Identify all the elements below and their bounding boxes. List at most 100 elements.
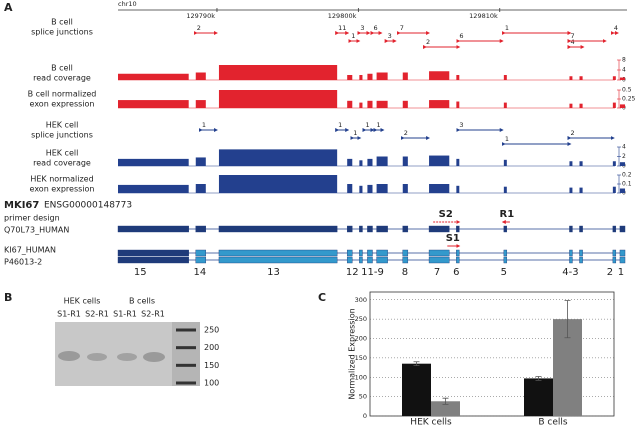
- exon-expression-bar: [503, 102, 507, 108]
- exon: [117, 249, 189, 257]
- track-label: read coverage: [33, 159, 91, 168]
- panel-label: B: [4, 291, 12, 304]
- coverage-bar: [347, 75, 353, 80]
- coverage-bar: [503, 75, 507, 80]
- exon: [619, 225, 626, 233]
- exon-expression-bar: [402, 100, 408, 108]
- exon: [428, 256, 450, 264]
- error-bar: [564, 300, 571, 339]
- plot-frame: [369, 291, 615, 417]
- coverage-bar: [359, 160, 363, 166]
- exon: [456, 249, 460, 257]
- genome-tick-label: 129810k: [469, 12, 498, 20]
- exon: [218, 249, 338, 257]
- coverage-bar: [195, 157, 206, 166]
- chromosome: chr10: [118, 0, 137, 8]
- coverage-bar: [612, 76, 616, 80]
- exon-expression-bar: [579, 187, 583, 193]
- exon-expression-bar: [118, 184, 189, 193]
- exon-label: 6: [453, 267, 459, 278]
- gel-lane-label: S1-R1: [57, 310, 81, 319]
- coverage-bar: [503, 159, 507, 166]
- exon: [376, 225, 388, 233]
- panel-label: A: [4, 1, 13, 14]
- junction-label: 1: [202, 121, 206, 129]
- coverage-bar: [118, 158, 189, 166]
- bar: [402, 363, 431, 416]
- gel-band: [58, 351, 80, 361]
- exon-expression-bar: [429, 184, 450, 193]
- exon-expression-bar: [218, 90, 338, 108]
- exon-label: 7: [434, 267, 440, 278]
- exon: [195, 225, 207, 233]
- coverage-bar: [218, 149, 338, 166]
- exon: [569, 225, 573, 233]
- track-tick-label: 4: [622, 67, 626, 74]
- coverage-bar: [456, 158, 460, 166]
- exon-expression-bar: [456, 101, 460, 108]
- track-tick-label: 0.2: [622, 172, 632, 179]
- ladder-label: 100: [204, 379, 219, 388]
- gel-lane-label: S1-R1: [113, 310, 137, 319]
- exon: [579, 249, 583, 257]
- exon: [402, 225, 409, 233]
- exon-expression-bar: [569, 187, 573, 193]
- panel-label: C: [318, 291, 326, 304]
- error-bar: [535, 376, 542, 381]
- track-tick-label: 8: [622, 57, 626, 64]
- ladder-band: [176, 328, 196, 332]
- exon-expression-bar: [456, 185, 460, 193]
- coverage-bar: [569, 76, 573, 80]
- junction-label: 2: [570, 129, 574, 137]
- y-tick-label: 250: [355, 315, 367, 323]
- exon: [346, 249, 353, 257]
- coverage-bar: [367, 158, 373, 166]
- exon: [218, 225, 338, 233]
- track-label: splice junctions: [31, 131, 93, 140]
- exon: [376, 256, 388, 264]
- exon-expression-bar: [218, 175, 338, 193]
- primer-label: S1: [446, 233, 460, 244]
- gel-band: [117, 353, 137, 361]
- gel-group-label: B cells: [129, 297, 155, 306]
- y-tick-label: 150: [355, 354, 367, 362]
- exon: [402, 249, 409, 257]
- exon: [117, 225, 189, 233]
- exon-label: 8: [402, 267, 408, 278]
- exon: [218, 256, 338, 264]
- exon-label: 13: [267, 267, 280, 278]
- gel-lane-label: S2-R1: [85, 310, 109, 319]
- exon: [619, 256, 626, 264]
- track-label: B cell normalized: [28, 90, 97, 99]
- junction-label: 1: [376, 121, 380, 129]
- exon-expression-bar: [359, 102, 363, 108]
- junction-label: 1: [338, 121, 342, 129]
- exon: [428, 249, 450, 257]
- y-tick-label: 0: [363, 412, 367, 420]
- genome-tick-label: 129790k: [186, 12, 215, 20]
- exon-expression-bar: [612, 186, 616, 193]
- junction-label: 7: [570, 32, 574, 40]
- exon: [359, 256, 363, 264]
- track-tick-label: 0.1: [622, 181, 632, 188]
- junction-label: 6: [374, 24, 378, 32]
- y-tick-label: 300: [355, 296, 367, 304]
- error-bar: [442, 397, 449, 405]
- exon-label: 2: [607, 267, 613, 278]
- y-tick-label: 50: [359, 393, 367, 401]
- track-label: HEK normalized: [30, 175, 93, 184]
- gel-band: [87, 353, 107, 361]
- y-tick-label: 100: [355, 373, 367, 381]
- exon-label: 4-3: [562, 267, 578, 278]
- coverage-bar: [195, 72, 206, 80]
- bar: [524, 378, 553, 416]
- exon-label: 11-9: [361, 267, 384, 278]
- exon: [456, 256, 460, 264]
- exon-label: 1: [618, 267, 624, 278]
- x-tick-label: HEK cells: [410, 418, 452, 426]
- transcript-label: Q70L73_HUMAN: [4, 226, 69, 235]
- gel-group-label: HEK cells: [64, 297, 101, 306]
- exon-expression-bar: [195, 100, 206, 108]
- exon: [428, 225, 450, 233]
